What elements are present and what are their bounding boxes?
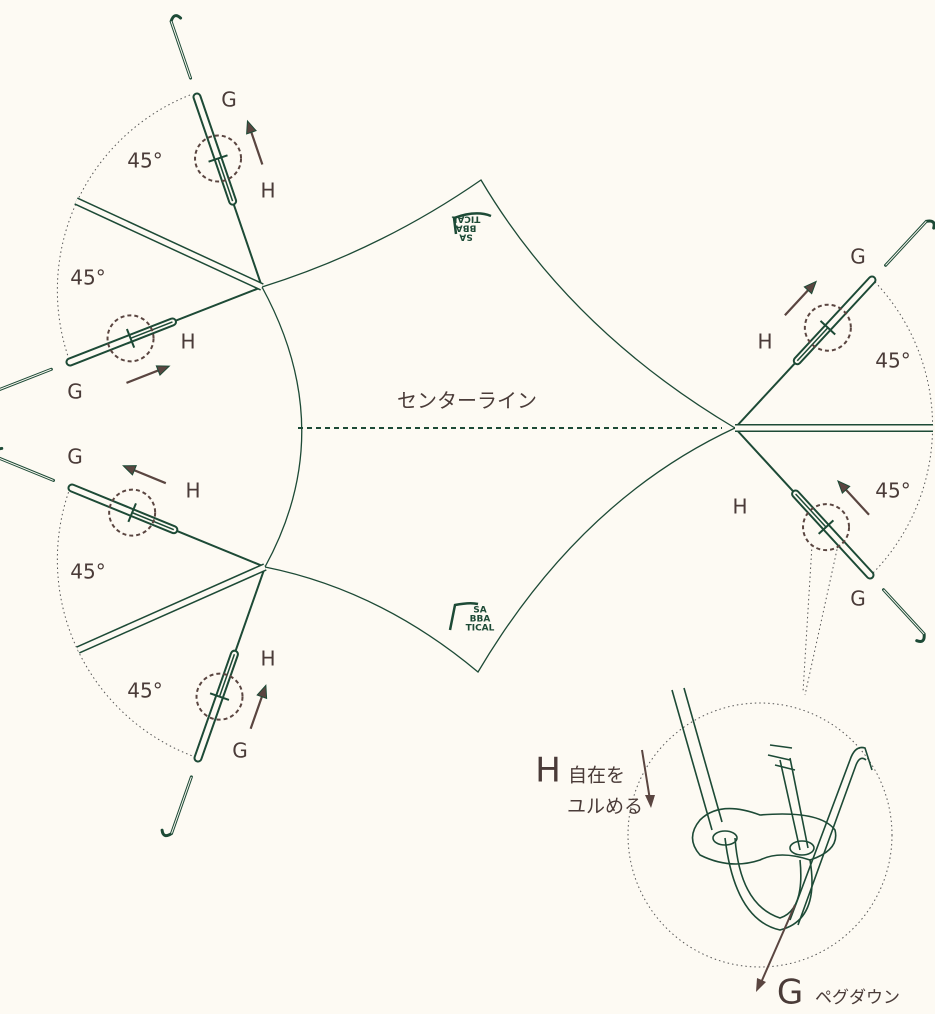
arrow-head bbox=[756, 978, 766, 992]
peg-inner bbox=[884, 590, 925, 634]
angle-label: 45° bbox=[127, 149, 162, 173]
adjuster-label: H bbox=[260, 179, 275, 203]
detail-circle bbox=[628, 703, 892, 967]
zoom-line bbox=[805, 545, 838, 695]
rod-line bbox=[796, 494, 826, 527]
arrow-head bbox=[645, 795, 655, 808]
adjuster-label: H bbox=[757, 330, 772, 354]
adjuster-label: H bbox=[185, 479, 200, 503]
arrow-head bbox=[156, 366, 169, 375]
peg-label: G bbox=[67, 445, 83, 469]
detail-text: 自在を bbox=[568, 765, 625, 787]
angle-label: 45° bbox=[875, 349, 910, 373]
pole-inner bbox=[78, 567, 265, 650]
texts: G H 45° 45° H G G H 45° H G 45° G H 45° … bbox=[67, 88, 910, 1013]
logo-text: TICAL bbox=[466, 624, 495, 634]
angle-label: 45° bbox=[127, 679, 162, 703]
angle-label: 45° bbox=[70, 560, 105, 584]
peg-inner bbox=[886, 221, 927, 265]
arrow-head bbox=[247, 121, 256, 134]
zoom-line bbox=[803, 545, 812, 692]
arrow-head bbox=[257, 685, 266, 698]
adjuster-label: H bbox=[180, 330, 195, 354]
peg bbox=[886, 221, 935, 265]
peg-label: G bbox=[67, 380, 83, 404]
arrow-head bbox=[123, 466, 136, 475]
peg-label: G bbox=[850, 587, 866, 611]
detail-h: H bbox=[535, 751, 561, 791]
detail-art bbox=[672, 688, 872, 930]
peg-inner bbox=[172, 777, 192, 834]
detail-g: G bbox=[777, 973, 803, 1013]
detail-text: ユルめる bbox=[567, 796, 643, 818]
peg bbox=[0, 448, 53, 480]
logo-text: TICAL bbox=[451, 214, 480, 224]
detail-text: ペグダウン bbox=[815, 988, 900, 1008]
center-line-label: センターライン bbox=[397, 389, 537, 413]
peg bbox=[884, 590, 925, 642]
logo: SA BBA TICAL bbox=[451, 214, 480, 242]
angle-label: 45° bbox=[875, 479, 910, 503]
adjuster-label: H bbox=[732, 495, 747, 519]
peg-label: G bbox=[221, 88, 237, 112]
peg-label: G bbox=[232, 739, 248, 763]
peg bbox=[162, 777, 191, 836]
angle-label: 45° bbox=[70, 266, 105, 290]
diagram: G H 45° 45° H G G H 45° H G 45° G H 45° … bbox=[0, 0, 935, 1014]
peg-label: G bbox=[850, 245, 866, 269]
peg-inner bbox=[171, 21, 190, 78]
arrow bbox=[642, 750, 650, 800]
adjuster-label: H bbox=[260, 647, 275, 671]
tent-outline bbox=[262, 180, 735, 672]
